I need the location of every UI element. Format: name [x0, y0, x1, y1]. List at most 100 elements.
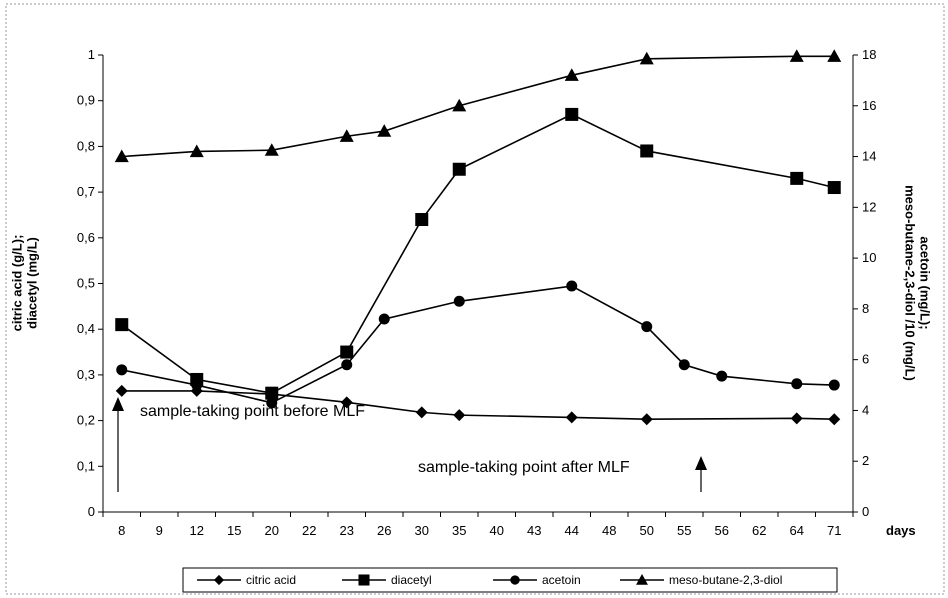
x-axis-title: days [886, 523, 916, 538]
circle-point [116, 364, 128, 376]
left-tick-label: 0,1 [77, 458, 95, 473]
legend-circle-marker [510, 575, 520, 585]
x-tick-label: 71 [827, 523, 841, 538]
circle-point [266, 397, 278, 409]
annotation-after: sample-taking point after MLF [418, 456, 707, 492]
left-axis-title: citric acid (g/L);diacetyl (mg/L) [9, 235, 39, 332]
right-tick-label: 8 [862, 301, 869, 316]
x-tick-label: 22 [302, 523, 316, 538]
left-tick-label: 0,7 [77, 184, 95, 199]
x-tick-label: 64 [790, 523, 804, 538]
x-tick-label: 62 [752, 523, 766, 538]
x-tick-label: 56 [715, 523, 729, 538]
x-tick-label: 35 [452, 523, 466, 538]
legend: citric acid diacetyl acetoin meso-butane-2,… [182, 567, 838, 593]
x-tick-label: 8 [118, 523, 125, 538]
arrow-after-head [695, 456, 707, 470]
circle-point [791, 378, 803, 390]
legend-label: meso-butane-2,3-diol [669, 573, 782, 587]
circle-point [641, 321, 653, 333]
legend-triangle-marker [636, 574, 648, 585]
left-tick-label: 0,2 [77, 413, 95, 428]
left-axis-title-line-2: diacetyl (mg/L) [24, 237, 39, 329]
diamond-point [828, 413, 841, 426]
x-tick-label: 48 [602, 523, 616, 538]
triangle-point [264, 143, 279, 156]
x-axis-ticks: 8 9 12 15 20 22 23 26 30 35 40 43 44 48 50 55 56 62 64 71 [102, 512, 854, 538]
square-point [115, 318, 129, 332]
arrow-before-head [112, 397, 124, 411]
circle-point [716, 370, 728, 382]
series-meso-butane-2-3-diol [114, 49, 842, 163]
series-diacetyl [115, 107, 841, 400]
square-point [265, 386, 279, 400]
right-axis-title: acetoin (mg/L);meso-butane-2,3-diol /10 … [903, 185, 933, 381]
diamond-point [453, 409, 466, 422]
square-point [565, 107, 579, 121]
left-tick-label: 0,4 [77, 321, 95, 336]
right-tick-label: 10 [862, 250, 876, 265]
diamond-point [415, 406, 428, 419]
legend-box [182, 567, 838, 593]
x-tick-label: 12 [190, 523, 204, 538]
x-tick-label: 26 [377, 523, 391, 538]
circle-point [828, 379, 840, 391]
left-tick-label: 0 [88, 504, 95, 519]
series-acetoin [116, 280, 840, 409]
x-tick-label: 9 [156, 523, 163, 538]
diamond-point [565, 411, 578, 424]
legend-square-marker [358, 574, 370, 586]
legend-label: citric acid [246, 573, 296, 587]
x-tick-label: 44 [565, 523, 579, 538]
left-tick-label: 0,5 [77, 276, 95, 291]
right-tick-label: 12 [862, 199, 876, 214]
annotation-before: sample-taking point before MLF [112, 397, 365, 492]
right-tick-label: 6 [862, 352, 869, 367]
legend-item: acetoin [493, 573, 581, 587]
triangle-point [452, 98, 467, 112]
series-line [121, 113, 835, 395]
series-line [121, 285, 835, 404]
circle-point [453, 295, 465, 307]
left-tick-label: 0,3 [77, 367, 95, 382]
square-point [790, 171, 804, 185]
diamond-point [640, 413, 653, 426]
right-tick-label: 16 [862, 98, 876, 113]
legend-label: diacetyl [391, 573, 432, 587]
x-tick-label: 55 [677, 523, 691, 538]
right-tick-label: 2 [862, 453, 869, 468]
annotation-after-text: sample-taking point after MLF [418, 459, 630, 476]
triangle-point [639, 51, 654, 65]
x-tick-label: 15 [227, 523, 241, 538]
x-tick-label: 20 [265, 523, 279, 538]
x-tick-label: 50 [640, 523, 654, 538]
legend-label: acetoin [542, 573, 581, 587]
triangle-point [827, 49, 842, 62]
x-tick-label: 30 [415, 523, 429, 538]
right-tick-label: 0 [862, 504, 869, 519]
legend-item: citric acid [197, 573, 296, 587]
right-axis-ticks: 0 2 4 6 8 10 12 14 16 18 [853, 47, 876, 519]
square-point [340, 345, 354, 359]
square-point [415, 213, 429, 227]
series-line [121, 55, 835, 158]
legend-diamond-marker [213, 574, 225, 586]
circle-point [678, 359, 690, 371]
circle-point [566, 280, 578, 292]
triangle-point [789, 49, 804, 62]
square-point [640, 144, 654, 158]
circle-point [378, 313, 390, 325]
diamond-point [340, 396, 353, 409]
right-axis-title-line-1: acetoin (mg/L); [918, 236, 933, 329]
series-line [121, 390, 835, 421]
left-tick-label: 1 [88, 47, 95, 62]
left-axis-ticks: 0 0,1 0,2 0,3 0,4 0,5 0,6 0,7 0,8 0,9 1 [77, 47, 103, 519]
x-tick-label: 40 [490, 523, 504, 538]
triangle-point [339, 129, 354, 142]
right-axis-title-line-2: meso-butane-2,3-diol /10 (mg/L) [903, 185, 918, 381]
left-axis-title-line-1: citric acid (g/L); [9, 235, 24, 332]
triangle-point [189, 144, 204, 158]
series-citric-acid [115, 384, 841, 426]
right-tick-label: 18 [862, 47, 876, 62]
